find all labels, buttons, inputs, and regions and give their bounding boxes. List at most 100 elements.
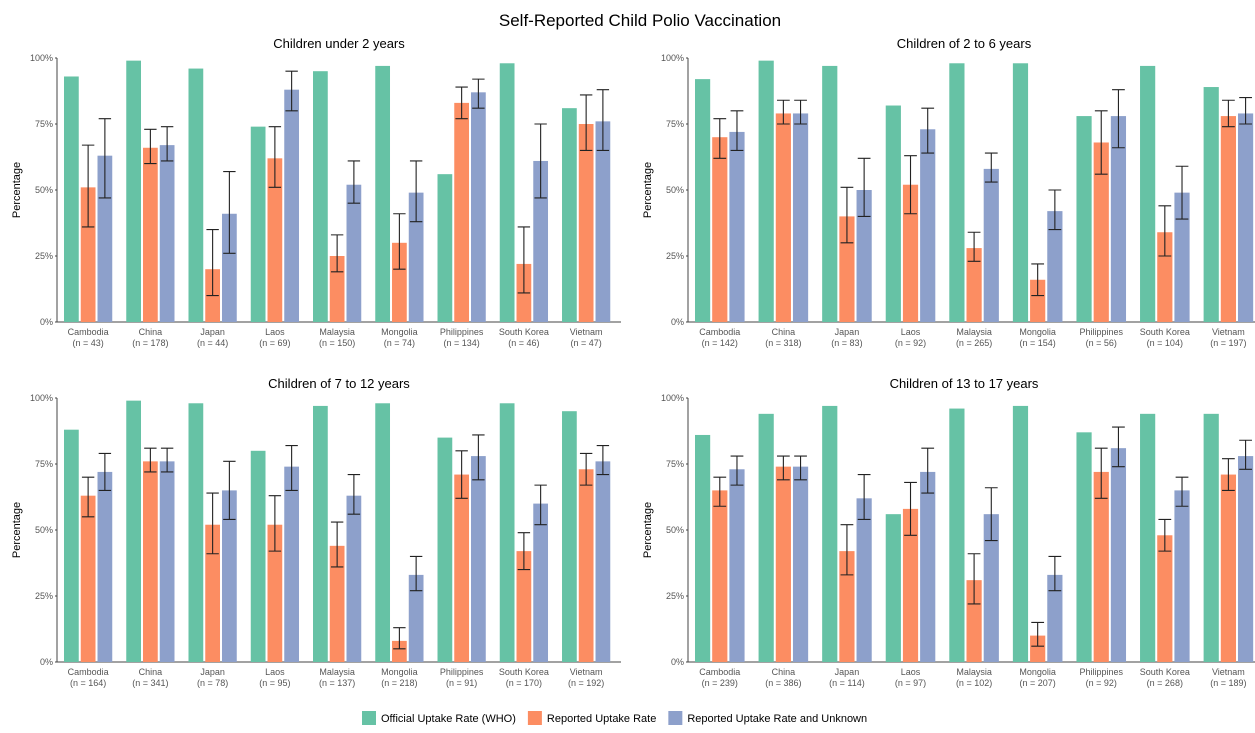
x-tick-label: China (772, 667, 796, 677)
chart-panel: Children of 13 to 17 years Percentage 0% 25… (642, 376, 1255, 688)
legend-label: Reported Uptake Rate (547, 713, 656, 725)
sample-size-label: (n = 386) (765, 678, 801, 688)
error-bar (794, 455, 807, 481)
error-bar (713, 476, 727, 507)
bar-official (1076, 116, 1092, 322)
bar-official (949, 408, 965, 662)
sample-size-label: (n = 137) (319, 678, 355, 688)
bar-official (313, 71, 328, 322)
bar-reported-unknown (729, 469, 745, 662)
bar-reported (1220, 474, 1236, 662)
bar-reported-unknown (1237, 456, 1254, 662)
y-tick-label: 100% (661, 53, 684, 63)
error-bar (393, 213, 406, 270)
bar-official (758, 413, 774, 662)
figure-title: Self-Reported Child Polio Vaccination (499, 11, 781, 30)
sample-size-label: (n = 74) (384, 338, 415, 348)
x-tick-label: Malaysia (319, 667, 355, 677)
sample-size-label: (n = 218) (381, 678, 417, 688)
panel-title: Children of 7 to 12 years (268, 376, 410, 391)
bar-reported (1157, 232, 1173, 322)
bar-official (126, 60, 142, 322)
bar-official (949, 63, 965, 322)
error-bar (1048, 555, 1062, 592)
bar-reported-unknown (856, 498, 872, 662)
bar-reported-unknown (408, 192, 424, 322)
bar-official (64, 429, 79, 662)
sample-size-label: (n = 164) (70, 678, 106, 688)
sample-size-label: (n = 265) (956, 338, 992, 348)
bar-reported (329, 256, 345, 322)
sample-size-label: (n = 56) (1086, 338, 1117, 348)
bar-reported (1220, 116, 1236, 322)
x-tick-label: Philippines (440, 667, 484, 677)
y-axis-label: Percentage (11, 502, 23, 558)
panel-title: Children of 13 to 17 years (890, 376, 1039, 391)
bar-reported-unknown (284, 89, 300, 323)
bar-reported (966, 248, 982, 322)
bar-reported (454, 474, 470, 662)
sample-size-label: (n = 92) (1086, 678, 1117, 688)
error-bar (857, 474, 871, 520)
sample-size-label: (n = 192) (568, 678, 604, 688)
bar-reported (392, 640, 407, 662)
y-tick-label: 25% (666, 251, 684, 261)
bar-official (885, 514, 901, 662)
bar-official (822, 65, 838, 323)
bar-reported-unknown (1110, 116, 1127, 322)
error-bar (921, 107, 935, 154)
x-tick-label: China (139, 667, 163, 677)
bar-reported-unknown (533, 160, 549, 322)
bar-reported-unknown (159, 145, 175, 322)
bar-reported-unknown (471, 456, 486, 662)
error-bar (1031, 263, 1045, 297)
error-bar (776, 455, 790, 481)
bar-reported-unknown (1047, 211, 1063, 322)
sample-size-label: (n = 170) (506, 678, 542, 688)
error-bar (1094, 110, 1108, 175)
sample-size-label: (n = 341) (132, 678, 168, 688)
y-axis-label: Percentage (642, 162, 654, 218)
error-bar (1239, 97, 1252, 125)
y-tick-label: 75% (666, 119, 684, 129)
y-tick-label: 50% (35, 185, 53, 195)
bar-reported-unknown (533, 503, 549, 662)
bar-reported-unknown (1110, 448, 1127, 662)
x-tick-label: Japan (200, 327, 225, 337)
y-tick-label: 25% (35, 591, 53, 601)
bar-reported-unknown (408, 574, 424, 662)
x-tick-label: Laos (265, 667, 285, 677)
sample-size-label: (n = 69) (259, 338, 290, 348)
bar-reported-unknown (920, 471, 936, 662)
bar-reported (267, 524, 283, 662)
error-bar (1112, 89, 1125, 149)
bar-official (1012, 63, 1029, 322)
bar-official (375, 403, 391, 662)
error-bar (794, 99, 807, 125)
x-tick-label: Laos (265, 327, 285, 337)
sample-size-label: (n = 134) (443, 338, 479, 348)
error-bar (517, 532, 531, 571)
bar-reported-unknown (920, 129, 936, 322)
sample-size-label: (n = 91) (446, 678, 477, 688)
sample-size-label: (n = 318) (765, 338, 801, 348)
error-bar (160, 126, 174, 162)
y-tick-label: 25% (35, 251, 53, 261)
x-tick-label: China (139, 327, 163, 337)
bar-official (250, 126, 266, 322)
chart-panels: Children under 2 years Percentage 0% 25% 50%… (11, 36, 1255, 688)
bar-official (188, 68, 204, 322)
error-bar (223, 460, 236, 520)
sample-size-label: (n = 114) (829, 678, 865, 688)
bar-official (499, 403, 515, 662)
x-tick-label: Vietnam (570, 667, 603, 677)
legend-swatch (527, 711, 542, 725)
y-tick-label: 50% (666, 525, 684, 535)
error-bar (776, 99, 790, 125)
error-bar (330, 234, 344, 273)
bar-official (1203, 87, 1219, 322)
x-tick-label: Philippines (440, 327, 484, 337)
bar-reported (839, 551, 855, 662)
error-bar (268, 126, 282, 188)
